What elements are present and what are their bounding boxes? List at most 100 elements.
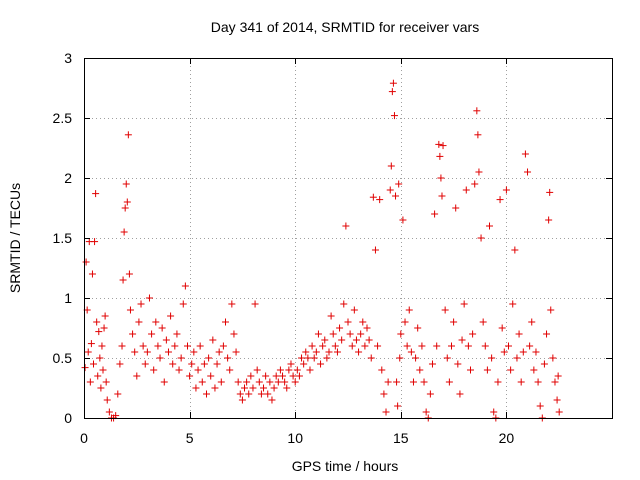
data-point	[346, 330, 354, 338]
data-point	[547, 306, 555, 314]
data-point	[105, 408, 113, 416]
data-point	[323, 354, 331, 362]
data-point	[97, 384, 105, 392]
data-point	[507, 366, 515, 374]
data-point	[200, 360, 208, 368]
data-point	[241, 384, 249, 392]
data-point	[437, 174, 445, 182]
data-point	[471, 180, 479, 188]
data-point	[287, 360, 295, 368]
data-point	[452, 204, 460, 212]
data-point	[483, 366, 491, 374]
data-point	[249, 384, 257, 392]
data-point	[302, 348, 310, 356]
data-point	[348, 342, 356, 350]
data-point	[395, 180, 403, 188]
data-point	[207, 372, 215, 380]
chart-title: Day 341 of 2014, SRMTID for receiver var…	[211, 19, 479, 35]
data-point	[407, 348, 415, 356]
data-point	[243, 378, 251, 386]
data-point	[137, 300, 145, 308]
data-point	[255, 378, 263, 386]
data-point	[173, 330, 181, 338]
data-point	[553, 396, 561, 404]
data-point	[192, 384, 200, 392]
data-point	[439, 142, 447, 150]
data-point	[500, 348, 508, 356]
data-point	[394, 402, 402, 410]
data-point	[513, 354, 521, 362]
data-point	[121, 204, 129, 212]
data-point	[124, 131, 132, 139]
data-point	[94, 372, 102, 380]
data-point	[352, 336, 360, 344]
data-point	[169, 360, 177, 368]
data-point	[167, 312, 175, 320]
data-point	[88, 270, 96, 278]
data-point	[160, 378, 168, 386]
data-point	[245, 390, 253, 398]
data-point	[474, 131, 482, 139]
data-point	[232, 348, 240, 356]
data-point	[460, 300, 468, 308]
data-point	[222, 318, 230, 326]
data-point	[536, 402, 544, 410]
data-point	[496, 196, 504, 204]
data-point	[141, 360, 149, 368]
data-point	[268, 396, 276, 404]
data-point	[131, 348, 139, 356]
data-point	[475, 168, 483, 176]
data-point	[190, 348, 198, 356]
data-point	[436, 152, 444, 160]
data-point	[298, 354, 306, 362]
data-point	[401, 318, 409, 326]
data-point	[530, 366, 538, 374]
data-point	[122, 180, 130, 188]
data-point	[412, 354, 420, 362]
data-point	[293, 366, 301, 374]
data-point	[418, 342, 426, 350]
data-point	[416, 366, 424, 374]
y-axis-label: SRMTID / TECUs	[7, 183, 23, 293]
data-point	[490, 408, 498, 416]
data-point	[96, 354, 104, 362]
data-point	[154, 342, 162, 350]
data-point	[365, 336, 373, 344]
data-point	[285, 366, 293, 374]
data-point	[554, 372, 562, 380]
y-tick-label: 1	[64, 290, 72, 306]
data-point	[325, 348, 333, 356]
data-point	[396, 354, 404, 362]
data-point	[420, 378, 428, 386]
data-point	[194, 366, 202, 374]
data-point	[276, 366, 284, 374]
data-point	[181, 282, 189, 290]
data-point	[162, 336, 170, 344]
data-point	[426, 390, 434, 398]
data-point	[228, 300, 236, 308]
data-point	[464, 342, 472, 350]
data-point	[272, 372, 280, 380]
data-point	[217, 378, 225, 386]
y-tick-label: 0	[64, 410, 72, 426]
data-point	[378, 366, 386, 374]
data-point	[466, 366, 474, 374]
data-point	[376, 196, 384, 204]
data-point	[270, 384, 278, 392]
data-point	[384, 378, 392, 386]
data-point	[148, 330, 156, 338]
data-point	[211, 384, 219, 392]
data-point	[283, 384, 291, 392]
data-point	[236, 390, 244, 398]
data-points	[81, 79, 563, 422]
data-point	[371, 246, 379, 254]
data-point	[139, 342, 147, 350]
data-point	[399, 216, 407, 224]
data-point	[304, 354, 312, 362]
data-point	[123, 198, 131, 206]
data-point	[238, 396, 246, 404]
data-point	[91, 238, 99, 246]
data-point	[226, 366, 234, 374]
grid-lines	[84, 58, 612, 418]
data-point	[175, 366, 183, 374]
